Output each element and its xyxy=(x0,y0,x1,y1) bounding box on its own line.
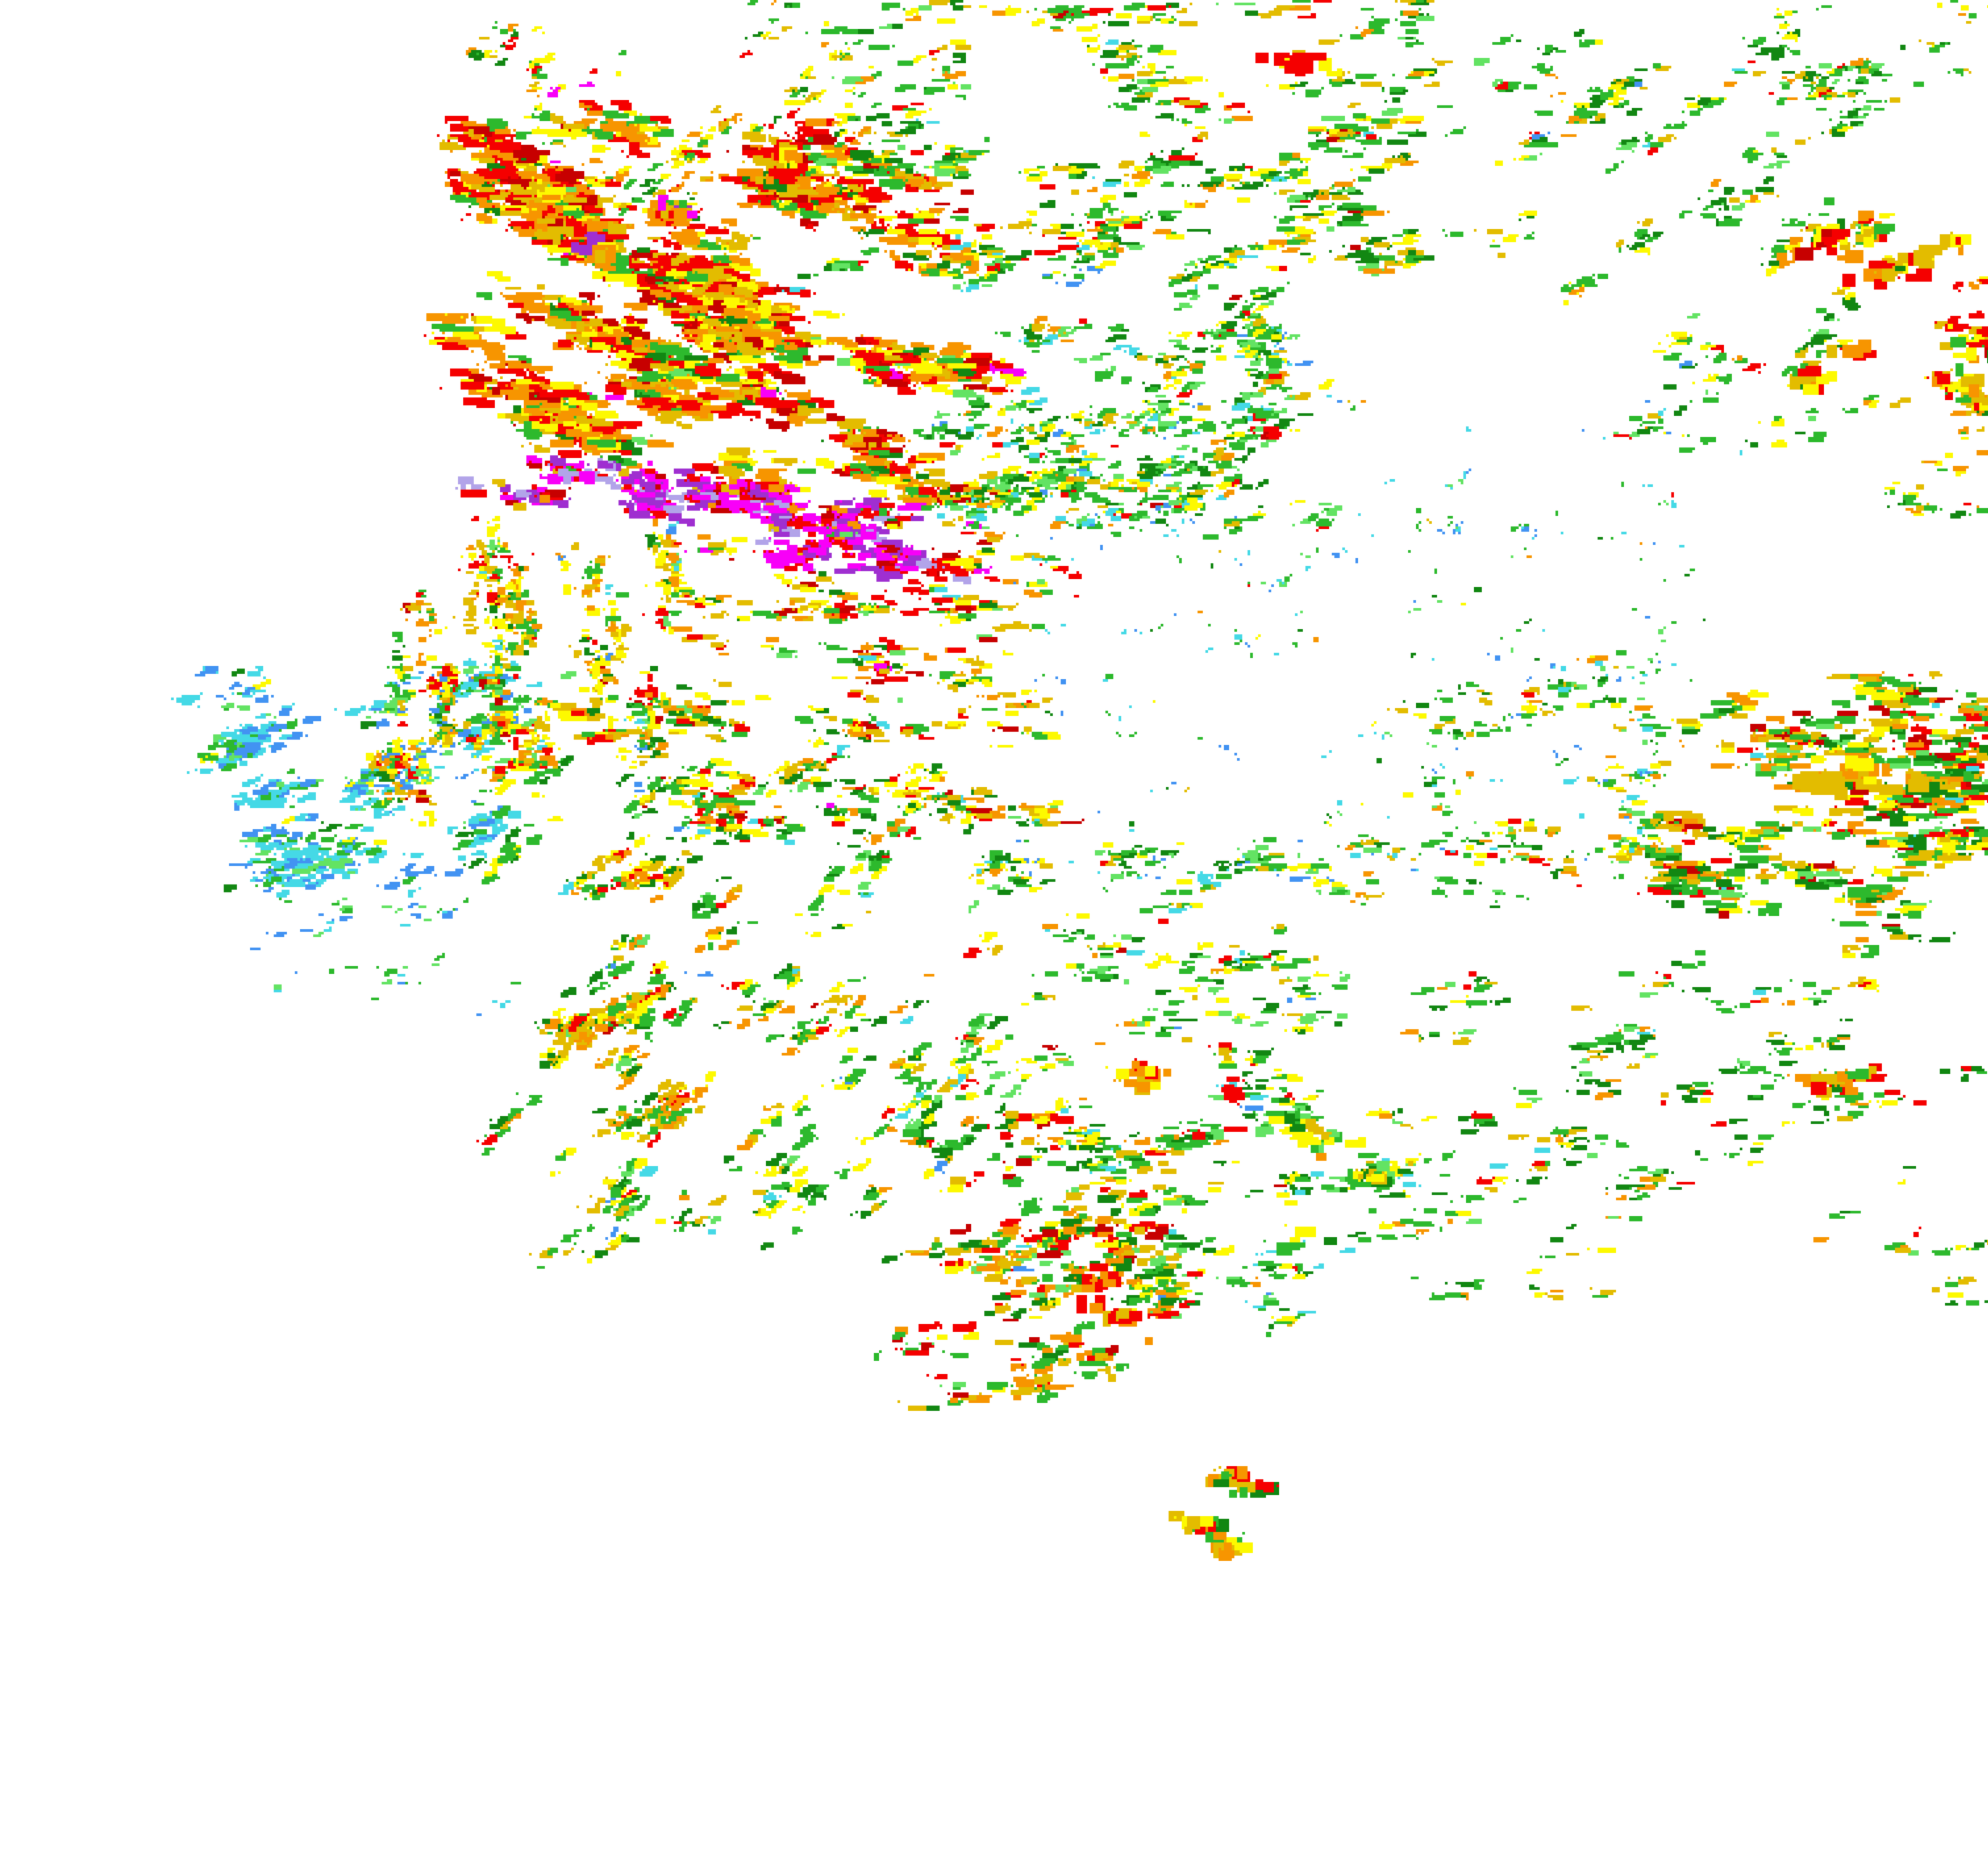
radar-display xyxy=(0,0,1988,1875)
radar-echo-canvas xyxy=(0,0,1988,1875)
